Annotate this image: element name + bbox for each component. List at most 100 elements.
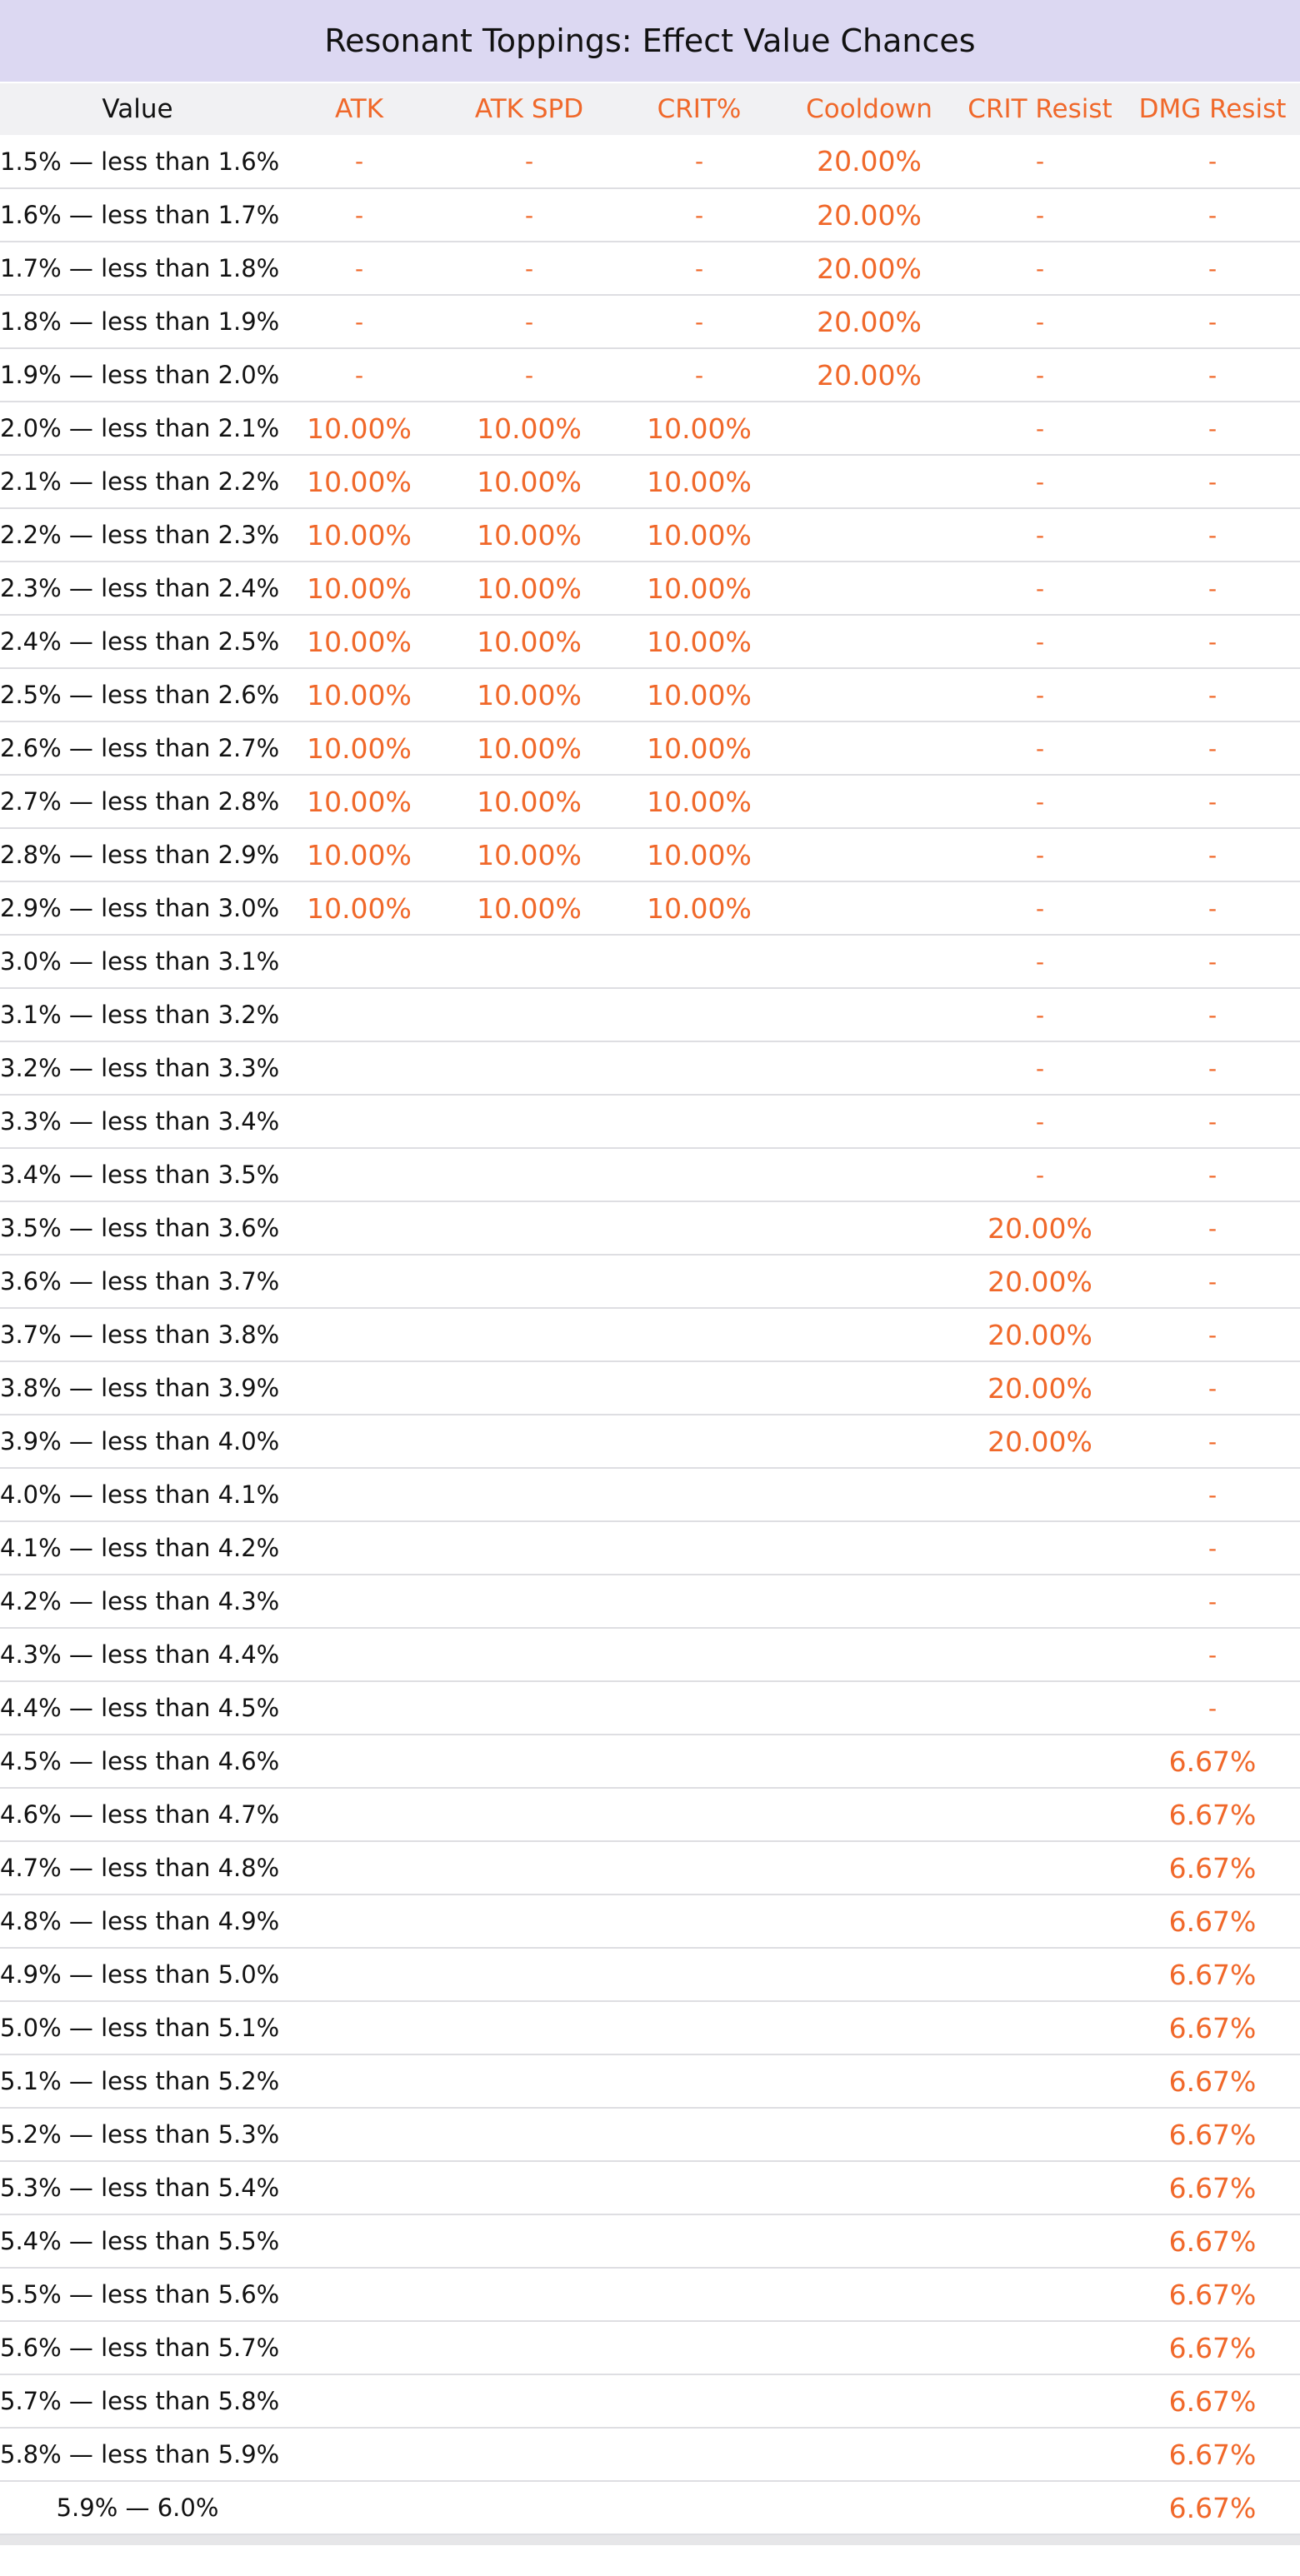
chance-cell-atk [275,2321,443,2375]
chance-cell-atk [275,2108,443,2162]
value-range-cell: 4.9% — less than 5.0% [0,1948,279,2002]
chance-cell-crit-percent [615,1841,783,1895]
chance-cell-atk: 10.00% [275,721,443,776]
chance-cell-atk: 10.00% [275,668,443,722]
chance-cell-dmg-resist: - [1125,881,1300,936]
chance-cell-dmg-resist: 6.67% [1125,2108,1300,2162]
chance-cell-dmg-resist: 6.67% [1125,2481,1300,2535]
chance-cell-crit-percent: - [615,135,783,189]
table-row: 5.0% — less than 5.1% 6.67% [0,2001,1300,2055]
table-row: 1.5% — less than 1.6% - - -20.00% - - [0,135,1300,189]
chance-cell-cooldown [783,2001,955,2055]
chance-cell-atk-spd [443,1041,615,1096]
chance-cell-crit-percent [615,2321,783,2375]
value-range-cell: 2.3% — less than 2.4% [0,562,279,616]
chance-cell-atk-spd [443,1148,615,1202]
value-range-cell: 5.0% — less than 5.1% [0,2001,279,2055]
chance-cell-atk: 10.00% [275,455,443,509]
table-row: 4.5% — less than 4.6% 6.67% [0,1735,1300,1789]
chance-cell-atk-spd [443,2214,615,2269]
table-row: 2.8% — less than 2.9% 10.00% 10.00% 10.00% -… [0,828,1300,882]
table-footer-band [0,2535,1300,2545]
chance-cell-dmg-resist: - [1125,508,1300,562]
chance-cell-atk [275,935,443,989]
chance-cell-crit-resist [955,1628,1125,1682]
chance-cell-crit-resist: - [955,402,1125,456]
chance-cell-atk [275,2268,443,2322]
chance-cell-cooldown [783,508,955,562]
value-range-cell: 1.6% — less than 1.7% [0,188,279,242]
chance-cell-crit-resist: - [955,295,1125,349]
chance-cell-crit-resist: - [955,508,1125,562]
chance-cell-atk-spd [443,1201,615,1256]
column-header-dmg-resist: DMG Resist [1138,94,1287,124]
chance-cell-crit-resist: - [955,1148,1125,1202]
table-row: 1.7% — less than 1.8% - - -20.00% - - [0,242,1300,296]
table-row: 4.9% — less than 5.0% 6.67% [0,1948,1300,2002]
chance-cell-dmg-resist: - [1125,721,1300,776]
column-header-atk: ATK [334,94,384,124]
chance-cell-crit-resist: - [955,562,1125,616]
chance-cell-atk-spd [443,1788,615,1842]
chance-cell-atk-spd: 10.00% [443,881,615,936]
chance-cell-crit-percent [615,1095,783,1149]
chance-cell-crit-resist [955,1735,1125,1789]
value-range-cell: 1.5% — less than 1.6% [0,135,279,189]
chance-cell-cooldown: 20.00% [783,135,955,189]
chance-cell-atk-spd [443,1415,615,1469]
chance-cell-dmg-resist: - [1125,188,1300,242]
chance-cell-dmg-resist: - [1125,135,1300,189]
chance-cell-atk: 10.00% [275,828,443,882]
chance-cell-crit-percent: 10.00% [615,508,783,562]
table-row: 3.0% — less than 3.1% - - [0,935,1300,989]
chance-cell-cooldown [783,2108,955,2162]
chance-cell-atk-spd [443,1255,615,1309]
chance-cell-atk-spd [443,1575,615,1629]
table-row: 3.4% — less than 3.5% - - [0,1148,1300,1202]
chance-cell-cooldown [783,402,955,456]
chance-cell-dmg-resist: 6.67% [1125,2321,1300,2375]
chance-cell-cooldown [783,455,955,509]
chance-cell-cooldown [783,1041,955,1096]
chance-cell-crit-percent [615,1948,783,2002]
chance-cell-atk-spd [443,988,615,1042]
chance-cell-crit-resist: - [955,615,1125,669]
value-range-cell: 5.4% — less than 5.5% [0,2214,279,2269]
table-row: 4.7% — less than 4.8% 6.67% [0,1841,1300,1895]
chance-cell-atk [275,1841,443,1895]
chance-cell-cooldown [783,2374,955,2429]
table-title-bar: Resonant Toppings: Effect Value Chances [0,0,1300,83]
table-row: 4.0% — less than 4.1% - [0,1468,1300,1522]
table-row: 4.3% — less than 4.4% - [0,1628,1300,1682]
chance-cell-atk-spd: 10.00% [443,508,615,562]
value-range-cell: 2.8% — less than 2.9% [0,828,279,882]
table-row: 3.7% — less than 3.8% 20.00% - [0,1308,1300,1362]
chance-cell-dmg-resist: 6.67% [1125,2054,1300,2109]
chance-cell-crit-percent [615,1201,783,1256]
table-row: 1.9% — less than 2.0% - - -20.00% - - [0,348,1300,402]
chance-cell-crit-resist [955,2054,1125,2109]
chance-cell-crit-percent: 10.00% [615,615,783,669]
chance-cell-cooldown [783,1308,955,1362]
chance-cell-dmg-resist: - [1125,295,1300,349]
value-range-cell: 4.3% — less than 4.4% [0,1628,279,1682]
chance-cell-crit-resist: 20.00% [955,1308,1125,1362]
chance-cell-atk: - [275,348,443,402]
chance-cell-atk [275,2161,443,2215]
table-row: 2.9% — less than 3.0% 10.00% 10.00% 10.00% -… [0,881,1300,936]
value-range-cell: 4.7% — less than 4.8% [0,1841,279,1895]
chance-cell-dmg-resist: - [1125,828,1300,882]
chance-cell-crit-percent: 10.00% [615,721,783,776]
chance-cell-crit-percent [615,1895,783,1949]
chance-cell-crit-percent [615,2214,783,2269]
chance-cell-crit-percent [615,2108,783,2162]
chance-cell-crit-resist [955,2108,1125,2162]
chance-cell-dmg-resist: 6.67% [1125,2214,1300,2269]
value-range-cell: 3.9% — less than 4.0% [0,1415,279,1469]
chance-cell-crit-resist: - [955,881,1125,936]
value-range-cell: 4.1% — less than 4.2% [0,1521,279,1575]
chance-cell-cooldown [783,1415,955,1469]
chance-cell-atk [275,1895,443,1949]
chance-cell-crit-percent [615,1788,783,1842]
